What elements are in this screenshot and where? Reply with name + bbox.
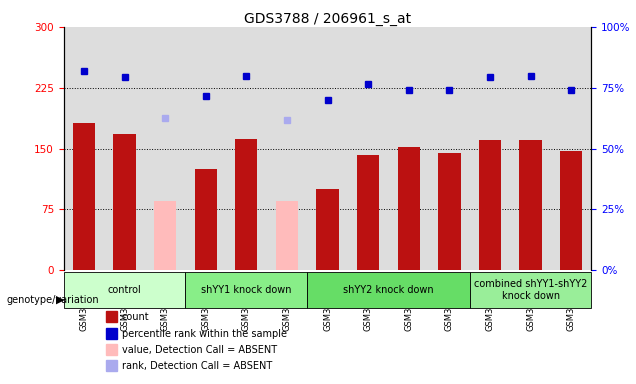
Text: percentile rank within the sample: percentile rank within the sample bbox=[121, 329, 287, 339]
Bar bbox=[186, 272, 307, 308]
Bar bbox=[560, 151, 583, 270]
Bar bbox=[348, 27, 389, 270]
Bar bbox=[469, 27, 510, 270]
Title: GDS3788 / 206961_s_at: GDS3788 / 206961_s_at bbox=[244, 12, 411, 26]
Bar bbox=[398, 147, 420, 270]
Bar bbox=[64, 272, 186, 308]
Text: shYY1 knock down: shYY1 knock down bbox=[201, 285, 291, 295]
Bar bbox=[469, 272, 591, 308]
Bar bbox=[357, 155, 379, 270]
Text: shYY2 knock down: shYY2 knock down bbox=[343, 285, 434, 295]
Bar bbox=[106, 328, 117, 339]
Bar bbox=[438, 152, 460, 270]
Bar bbox=[520, 141, 542, 270]
Bar bbox=[73, 122, 95, 270]
Bar bbox=[226, 27, 266, 270]
Text: control: control bbox=[107, 285, 141, 295]
Bar bbox=[145, 27, 186, 270]
Text: ▶: ▶ bbox=[56, 295, 64, 305]
Bar bbox=[276, 201, 298, 270]
Bar bbox=[316, 189, 339, 270]
Bar bbox=[510, 27, 551, 270]
Bar bbox=[106, 311, 117, 322]
Bar bbox=[104, 27, 145, 270]
Bar bbox=[479, 141, 501, 270]
Bar bbox=[154, 201, 176, 270]
Text: rank, Detection Call = ABSENT: rank, Detection Call = ABSENT bbox=[121, 361, 272, 371]
Bar bbox=[64, 27, 104, 270]
Bar bbox=[551, 27, 591, 270]
Text: combined shYY1-shYY2
knock down: combined shYY1-shYY2 knock down bbox=[474, 279, 587, 301]
Text: genotype/variation: genotype/variation bbox=[6, 295, 99, 305]
Bar bbox=[186, 27, 226, 270]
Bar bbox=[106, 360, 117, 371]
Bar bbox=[195, 169, 217, 270]
Bar bbox=[113, 134, 135, 270]
Text: value, Detection Call = ABSENT: value, Detection Call = ABSENT bbox=[121, 345, 277, 355]
Bar bbox=[429, 27, 469, 270]
Bar bbox=[307, 27, 348, 270]
Bar bbox=[266, 27, 307, 270]
Text: count: count bbox=[121, 312, 149, 322]
Bar bbox=[389, 27, 429, 270]
Bar bbox=[106, 344, 117, 355]
Bar bbox=[235, 139, 258, 270]
Bar bbox=[307, 272, 469, 308]
